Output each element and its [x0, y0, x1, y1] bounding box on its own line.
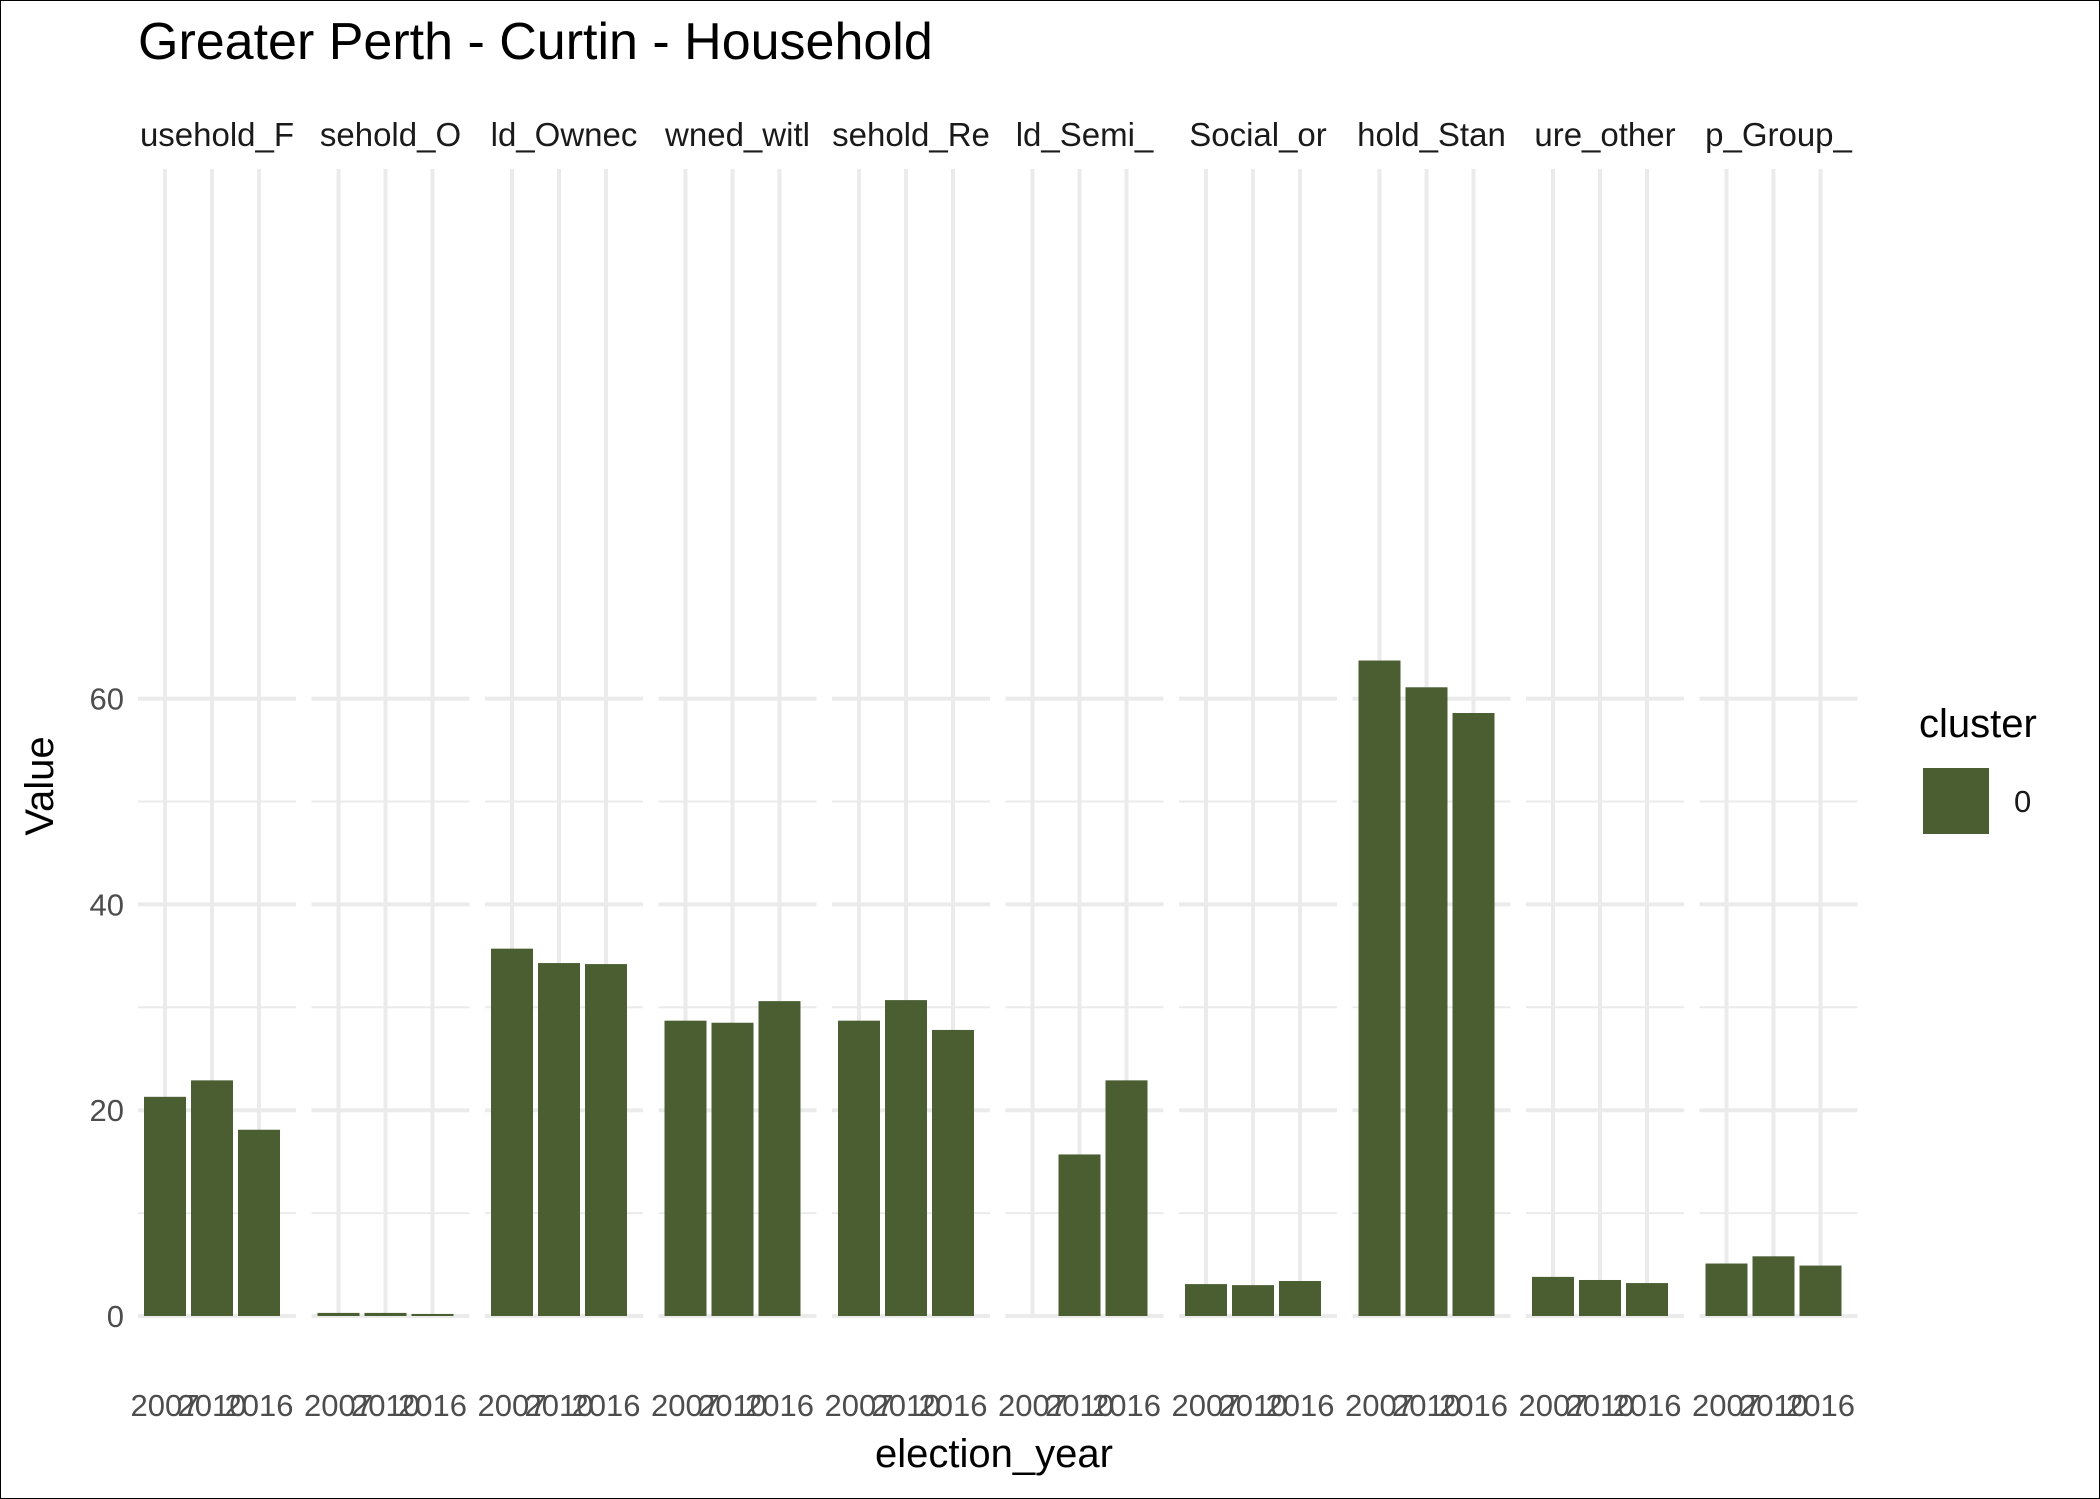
- bar-0-2007: [144, 1096, 186, 1316]
- x-tick-label-2007: 2007: [825, 1388, 894, 1423]
- facet-strip-label: Social_or: [1189, 116, 1327, 153]
- legend: cluster 0: [1919, 702, 2037, 834]
- x-tick-label-2010: 2010: [1566, 1388, 1635, 1423]
- legend-key-0: [1923, 768, 1989, 834]
- x-tick-label-2007: 2007: [1172, 1388, 1241, 1423]
- x-tick-label-2010: 2010: [1739, 1388, 1808, 1423]
- x-tick-label-2010: 2010: [525, 1388, 594, 1423]
- bar-5-2010: [1058, 1154, 1101, 1316]
- bar-2-2010: [538, 963, 580, 1316]
- bar-9-2010: [1752, 1256, 1795, 1316]
- facet-strip-label: ld_Ownec: [491, 116, 638, 153]
- bar-4-2010: [885, 1000, 927, 1316]
- x-tick-label-2016: 2016: [1092, 1388, 1161, 1423]
- x-axis-title: election_year: [875, 1432, 1113, 1476]
- bar-1-2007: [317, 1312, 360, 1316]
- facet-strip-label: wned_witl: [664, 116, 810, 153]
- bar-7-2016: [1452, 713, 1495, 1316]
- bar-4-2007: [838, 1020, 880, 1316]
- x-tick-label-2010: 2010: [1219, 1388, 1288, 1423]
- x-tick-label-2010: 2010: [1392, 1388, 1461, 1423]
- x-tick-label-2010: 2010: [1045, 1388, 1114, 1423]
- bar-7-2007: [1358, 660, 1401, 1316]
- y-tick-label-60: 60: [90, 682, 124, 717]
- bar-8-2016: [1626, 1283, 1668, 1316]
- legend-label-0: 0: [2014, 784, 2031, 819]
- x-tick-label-2016: 2016: [745, 1388, 814, 1423]
- bar-7-2010: [1405, 687, 1448, 1316]
- facet-strip-label: sehold_Re: [832, 116, 990, 153]
- x-tick-label-2007: 2007: [131, 1388, 200, 1423]
- x-tick-label-2010: 2010: [178, 1388, 247, 1423]
- x-tick-label-2007: 2007: [478, 1388, 547, 1423]
- bar-3-2007: [664, 1020, 707, 1316]
- x-tick-label-2016: 2016: [1613, 1388, 1682, 1423]
- facet-strip-label: ld_Semi_: [1016, 116, 1154, 153]
- bar-6-2016: [1279, 1281, 1321, 1316]
- chart-title: Greater Perth - Curtin - Household: [138, 13, 933, 71]
- bar-1-2016: [411, 1313, 454, 1316]
- y-tick-label-20: 20: [90, 1093, 124, 1128]
- x-tick-label-2016: 2016: [1786, 1388, 1855, 1423]
- x-tick-label-2016: 2016: [919, 1388, 988, 1423]
- bar-8-2007: [1532, 1276, 1574, 1316]
- bar-3-2010: [711, 1022, 754, 1316]
- bar-4-2016: [932, 1029, 974, 1316]
- bar-2-2007: [491, 948, 533, 1316]
- x-tick-label-2007: 2007: [304, 1388, 373, 1423]
- bar-8-2010: [1579, 1279, 1621, 1316]
- grid-layer: [138, 169, 1858, 1318]
- facet-strip-label: sehold_O: [320, 116, 461, 153]
- x-tick-label-2016: 2016: [1439, 1388, 1508, 1423]
- bar-1-2010: [364, 1312, 407, 1316]
- x-tick-label-2016: 2016: [1266, 1388, 1335, 1423]
- facet-strip-label: usehold_F: [140, 116, 294, 153]
- x-tick-label-2010: 2010: [698, 1388, 767, 1423]
- x-tick-label-2007: 2007: [1345, 1388, 1414, 1423]
- facet-strip-label: ure_other: [1534, 116, 1675, 153]
- x-tick-label-2007: 2007: [1692, 1388, 1761, 1423]
- facet-strip-label: p_Group_: [1705, 116, 1852, 153]
- x-tick-label-2010: 2010: [351, 1388, 420, 1423]
- x-tick-label-2016: 2016: [398, 1388, 467, 1423]
- bar-5-2016: [1105, 1080, 1148, 1316]
- bar-6-2007: [1185, 1284, 1227, 1316]
- strip-labels: usehold_F sehold_O ld_Ownec wned_witl sehold…: [140, 116, 1853, 153]
- x-tick-label-2010: 2010: [872, 1388, 941, 1423]
- x-tick-label-2007: 2007: [998, 1388, 1067, 1423]
- bar-0-2010: [191, 1080, 233, 1316]
- bars-layer: [144, 660, 1842, 1316]
- y-tick-labels: 0 20 40 60: [90, 682, 124, 1334]
- bar-6-2010: [1232, 1285, 1274, 1316]
- y-axis-title: Value: [18, 736, 62, 835]
- x-tick-label-2016: 2016: [572, 1388, 641, 1423]
- x-tick-label-2007: 2007: [651, 1388, 720, 1423]
- legend-title: cluster: [1919, 702, 2037, 746]
- bar-9-2016: [1799, 1265, 1842, 1316]
- facet-strip-label: hold_Stan: [1357, 116, 1506, 153]
- y-tick-label-0: 0: [107, 1299, 124, 1334]
- bar-0-2016: [238, 1129, 280, 1316]
- bar-3-2016: [758, 1001, 801, 1316]
- x-tick-label-2007: 2007: [1519, 1388, 1588, 1423]
- y-tick-label-40: 40: [90, 887, 124, 922]
- x-tick-label-2016: 2016: [225, 1388, 294, 1423]
- bar-9-2007: [1705, 1263, 1748, 1316]
- bar-2-2016: [585, 964, 627, 1316]
